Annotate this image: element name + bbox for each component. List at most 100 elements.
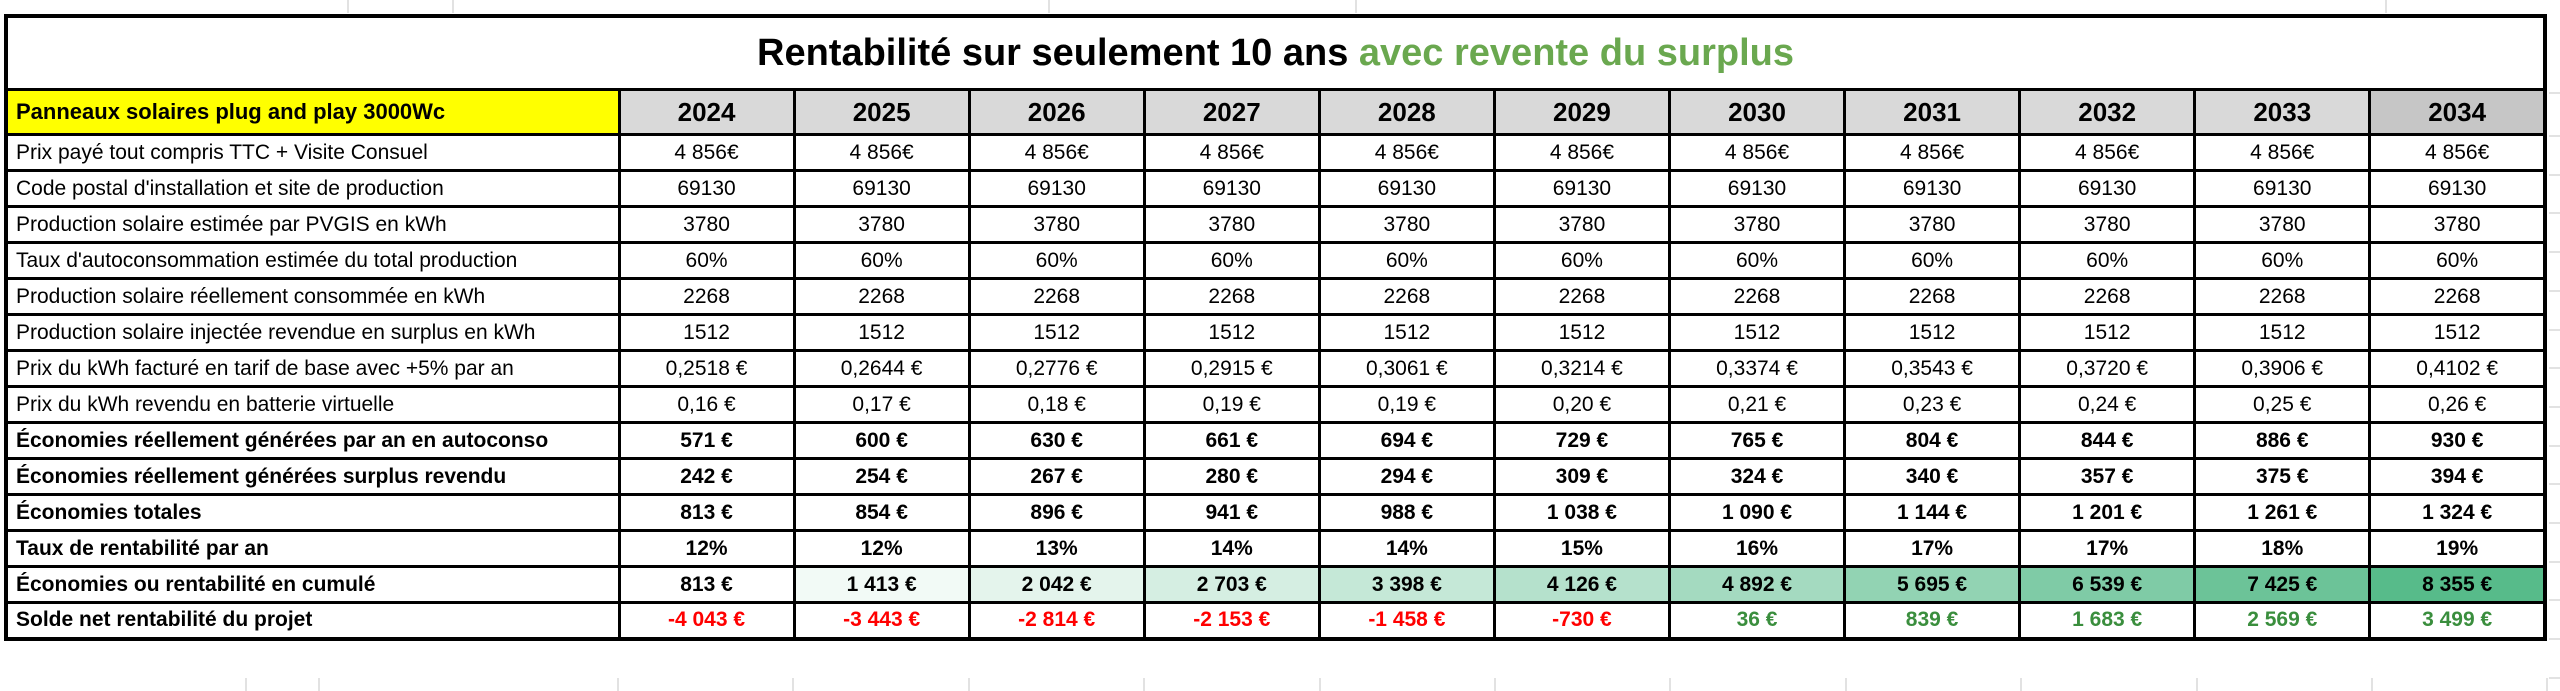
value-cell[interactable]: 2 569 € — [2193, 601, 2372, 640]
value-cell[interactable]: 3 499 € — [2368, 601, 2547, 640]
table-title-cell[interactable]: Rentabilité sur seulement 10 ans avec re… — [4, 14, 2547, 91]
value-cell[interactable]: 267 € — [967, 457, 1146, 496]
value-cell[interactable]: 941 € — [1142, 493, 1321, 532]
value-cell[interactable]: 0,3061 € — [1317, 349, 1496, 388]
value-cell[interactable]: 0,19 € — [1142, 385, 1321, 424]
row-label[interactable]: Production solaire injectée revendue en … — [4, 313, 621, 352]
value-cell[interactable]: -1 458 € — [1317, 601, 1496, 640]
value-cell[interactable]: 4 856€ — [617, 133, 796, 172]
row-label[interactable]: Prix du kWh facturé en tarif de base ave… — [4, 349, 621, 388]
value-cell[interactable]: 1 261 € — [2193, 493, 2372, 532]
value-cell[interactable]: 4 856€ — [2193, 133, 2372, 172]
row-label[interactable]: Production solaire estimée par PVGIS en … — [4, 205, 621, 244]
value-cell[interactable]: 0,3543 € — [1843, 349, 2022, 388]
value-cell[interactable]: 69130 — [1317, 169, 1496, 208]
value-cell[interactable]: 0,2776 € — [967, 349, 1146, 388]
year-header-2030[interactable]: 2030 — [1667, 88, 1847, 136]
value-cell[interactable]: 0,4102 € — [2368, 349, 2547, 388]
value-cell[interactable]: 4 856€ — [967, 133, 1146, 172]
value-cell[interactable]: 3780 — [2018, 205, 2197, 244]
year-header-2028[interactable]: 2028 — [1317, 88, 1496, 136]
value-cell[interactable]: 60% — [1843, 241, 2022, 280]
value-cell[interactable]: 4 856€ — [1317, 133, 1496, 172]
value-cell[interactable]: 571 € — [617, 421, 796, 460]
value-cell[interactable]: 1 038 € — [1492, 493, 1671, 532]
value-cell[interactable]: 60% — [2193, 241, 2372, 280]
year-header-2029[interactable]: 2029 — [1492, 88, 1671, 136]
value-cell[interactable]: 630 € — [967, 421, 1146, 460]
value-cell[interactable]: 4 892 € — [1667, 565, 1847, 604]
value-cell[interactable]: 839 € — [1843, 601, 2022, 640]
value-cell[interactable]: 375 € — [2193, 457, 2372, 496]
value-cell[interactable]: 3780 — [2193, 205, 2372, 244]
value-cell[interactable]: 3780 — [792, 205, 971, 244]
row-label[interactable]: Taux de rentabilité par an — [4, 529, 621, 568]
value-cell[interactable]: 0,2915 € — [1142, 349, 1321, 388]
value-cell[interactable]: 4 856€ — [1843, 133, 2022, 172]
value-cell[interactable]: 324 € — [1667, 457, 1847, 496]
value-cell[interactable]: 69130 — [1492, 169, 1671, 208]
value-cell[interactable]: 661 € — [1142, 421, 1321, 460]
year-header-2027[interactable]: 2027 — [1142, 88, 1321, 136]
value-cell[interactable]: 60% — [1317, 241, 1496, 280]
value-cell[interactable]: 69130 — [617, 169, 796, 208]
value-cell[interactable]: 1 683 € — [2018, 601, 2197, 640]
value-cell[interactable]: 60% — [1667, 241, 1847, 280]
value-cell[interactable]: 36 € — [1667, 601, 1847, 640]
row-label[interactable]: Économies réellement générées surplus re… — [4, 457, 621, 496]
value-cell[interactable]: 0,2518 € — [617, 349, 796, 388]
year-header-2026[interactable]: 2026 — [967, 88, 1146, 136]
value-cell[interactable]: 15% — [1492, 529, 1671, 568]
value-cell[interactable]: 1512 — [617, 313, 796, 352]
value-cell[interactable]: 2 703 € — [1142, 565, 1321, 604]
value-cell[interactable]: 69130 — [1843, 169, 2022, 208]
value-cell[interactable]: 14% — [1317, 529, 1496, 568]
value-cell[interactable]: 2268 — [2368, 277, 2547, 316]
value-cell[interactable]: 765 € — [1667, 421, 1847, 460]
value-cell[interactable]: 17% — [1843, 529, 2022, 568]
row-label[interactable]: Production solaire réellement consommée … — [4, 277, 621, 316]
value-cell[interactable]: 60% — [967, 241, 1146, 280]
value-cell[interactable]: 2268 — [967, 277, 1146, 316]
value-cell[interactable]: 2 042 € — [967, 565, 1146, 604]
value-cell[interactable]: 60% — [792, 241, 971, 280]
value-cell[interactable]: 294 € — [1317, 457, 1496, 496]
value-cell[interactable]: 60% — [1492, 241, 1671, 280]
value-cell[interactable]: 1 413 € — [792, 565, 971, 604]
value-cell[interactable]: 0,16 € — [617, 385, 796, 424]
value-cell[interactable]: 1 324 € — [2368, 493, 2547, 532]
row-label[interactable]: Solde net rentabilité du projet — [4, 601, 621, 640]
value-cell[interactable]: 69130 — [792, 169, 971, 208]
value-cell[interactable]: 12% — [792, 529, 971, 568]
value-cell[interactable]: 0,25 € — [2193, 385, 2372, 424]
value-cell[interactable]: 0,3374 € — [1667, 349, 1847, 388]
value-cell[interactable]: 0,21 € — [1667, 385, 1847, 424]
value-cell[interactable]: 7 425 € — [2193, 565, 2372, 604]
value-cell[interactable]: 18% — [2193, 529, 2372, 568]
value-cell[interactable]: -3 443 € — [792, 601, 971, 640]
value-cell[interactable]: 1512 — [1843, 313, 2022, 352]
value-cell[interactable]: 600 € — [792, 421, 971, 460]
value-cell[interactable]: 4 856€ — [1142, 133, 1321, 172]
value-cell[interactable]: 3780 — [1492, 205, 1671, 244]
value-cell[interactable]: 694 € — [1317, 421, 1496, 460]
value-cell[interactable]: 0,24 € — [2018, 385, 2197, 424]
year-header-2034[interactable]: 2034 — [2368, 88, 2547, 136]
value-cell[interactable]: 1512 — [1667, 313, 1847, 352]
value-cell[interactable]: 3780 — [967, 205, 1146, 244]
value-cell[interactable]: 60% — [2018, 241, 2197, 280]
value-cell[interactable]: 886 € — [2193, 421, 2372, 460]
year-header-2032[interactable]: 2032 — [2018, 88, 2197, 136]
value-cell[interactable]: 14% — [1142, 529, 1321, 568]
value-cell[interactable]: 3780 — [1317, 205, 1496, 244]
value-cell[interactable]: 357 € — [2018, 457, 2197, 496]
value-cell[interactable]: 2268 — [2018, 277, 2197, 316]
value-cell[interactable]: 8 355 € — [2368, 565, 2547, 604]
value-cell[interactable]: 0,17 € — [792, 385, 971, 424]
value-cell[interactable]: 896 € — [967, 493, 1146, 532]
year-header-2024[interactable]: 2024 — [617, 88, 796, 136]
value-cell[interactable]: 69130 — [967, 169, 1146, 208]
value-cell[interactable]: 1512 — [1317, 313, 1496, 352]
value-cell[interactable]: 242 € — [617, 457, 796, 496]
value-cell[interactable]: 309 € — [1492, 457, 1671, 496]
